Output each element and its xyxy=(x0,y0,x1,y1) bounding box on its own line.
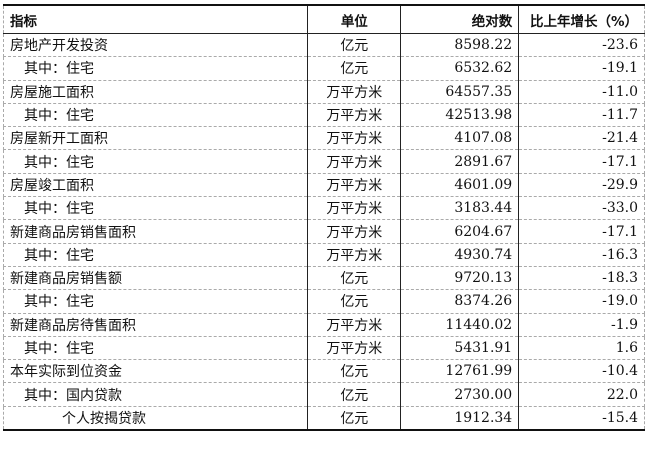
indicator-cell: 其中：住宅 xyxy=(2,336,309,361)
growth-cell: -16.3 xyxy=(518,243,645,267)
value-cell: 5431.91 xyxy=(400,336,520,361)
table-row: 房地产开发投资 亿元 8598.22 -23.6 xyxy=(2,33,645,58)
value-cell: 8374.26 xyxy=(400,289,520,314)
header-unit: 单位 xyxy=(307,4,402,34)
table-row: 其中：国内贷款 亿元 2730.00 22.0 xyxy=(2,382,645,407)
table-row: 其中：住宅 万平方米 3183.44 -33.0 xyxy=(2,196,645,221)
indicator-cell: 房地产开发投资 xyxy=(2,33,309,58)
unit-cell: 亿元 xyxy=(307,33,402,58)
table-row: 新建商品房销售面积 万平方米 6204.67 -17.1 xyxy=(2,219,645,244)
table-row: 房屋新开工面积 万平方米 4107.08 -21.4 xyxy=(2,126,645,151)
unit-cell: 亿元 xyxy=(307,56,402,81)
table-row: 新建商品房待售面积 万平方米 11440.02 -1.9 xyxy=(2,313,645,337)
growth-cell: -19.0 xyxy=(518,289,645,314)
table-row: 房屋竣工面积 万平方米 4601.09 -29.9 xyxy=(2,173,645,198)
unit-cell: 万平方米 xyxy=(307,126,402,151)
growth-cell: -33.0 xyxy=(518,196,645,221)
table-row: 其中：住宅 万平方米 5431.91 1.6 xyxy=(2,336,645,361)
indicator-cell: 房屋竣工面积 xyxy=(2,173,309,198)
unit-cell: 亿元 xyxy=(307,382,402,407)
unit-cell: 万平方米 xyxy=(307,243,402,267)
growth-cell: -1.9 xyxy=(518,313,645,337)
unit-cell: 亿元 xyxy=(307,289,402,314)
growth-cell: -17.1 xyxy=(518,149,645,174)
growth-cell: -10.4 xyxy=(518,359,645,384)
value-cell: 1912.34 xyxy=(400,406,520,432)
growth-cell: -11.7 xyxy=(518,103,645,128)
value-cell: 11440.02 xyxy=(400,313,520,337)
growth-cell: 22.0 xyxy=(518,382,645,407)
value-cell: 4930.74 xyxy=(400,243,520,267)
unit-cell: 万平方米 xyxy=(307,196,402,221)
indicator-cell: 个人按揭贷款 xyxy=(2,406,309,432)
indicator-cell: 本年实际到位资金 xyxy=(2,359,309,384)
growth-cell: -11.0 xyxy=(518,80,645,104)
value-cell: 2730.00 xyxy=(400,382,520,407)
header-growth: 比上年增长（%） xyxy=(518,4,645,34)
value-cell: 8598.22 xyxy=(400,33,520,58)
growth-cell: -23.6 xyxy=(518,33,645,58)
table-row: 其中：住宅 万平方米 4930.74 -16.3 xyxy=(2,243,645,267)
unit-cell: 万平方米 xyxy=(307,173,402,198)
unit-cell: 亿元 xyxy=(307,266,402,291)
statistics-table: 指标 单位 绝对数 比上年增长（%） 房地产开发投资 亿元 8598.22 -23.6… xyxy=(2,4,645,432)
growth-cell: -17.1 xyxy=(518,219,645,244)
indicator-cell: 其中：住宅 xyxy=(2,56,309,81)
unit-cell: 万平方米 xyxy=(307,149,402,174)
growth-cell: -19.1 xyxy=(518,56,645,81)
indicator-cell: 其中：住宅 xyxy=(2,149,309,174)
value-cell: 3183.44 xyxy=(400,196,520,221)
table-row: 房屋施工面积 万平方米 64557.35 -11.0 xyxy=(2,80,645,104)
table-row: 其中：住宅 万平方米 42513.98 -11.7 xyxy=(2,103,645,128)
indicator-cell: 新建商品房待售面积 xyxy=(2,313,309,337)
table-row: 其中：住宅 亿元 6532.62 -19.1 xyxy=(2,56,645,81)
value-cell: 6532.62 xyxy=(400,56,520,81)
indicator-cell: 其中：住宅 xyxy=(2,196,309,221)
growth-cell: -21.4 xyxy=(518,126,645,151)
growth-cell: 1.6 xyxy=(518,336,645,361)
indicator-cell: 其中：国内贷款 xyxy=(2,382,309,407)
indicator-cell: 房屋施工面积 xyxy=(2,80,309,104)
unit-cell: 万平方米 xyxy=(307,336,402,361)
value-cell: 4107.08 xyxy=(400,126,520,151)
value-cell: 6204.67 xyxy=(400,219,520,244)
value-cell: 42513.98 xyxy=(400,103,520,128)
table-row: 其中：住宅 亿元 8374.26 -19.0 xyxy=(2,289,645,314)
unit-cell: 万平方米 xyxy=(307,219,402,244)
indicator-cell: 其中：住宅 xyxy=(2,243,309,267)
indicator-cell: 其中：住宅 xyxy=(2,289,309,314)
indicator-cell: 其中：住宅 xyxy=(2,103,309,128)
unit-cell: 万平方米 xyxy=(307,103,402,128)
unit-cell: 万平方米 xyxy=(307,80,402,104)
indicator-cell: 新建商品房销售面积 xyxy=(2,219,309,244)
header-value: 绝对数 xyxy=(400,4,520,34)
value-cell: 4601.09 xyxy=(400,173,520,198)
value-cell: 2891.67 xyxy=(400,149,520,174)
value-cell: 12761.99 xyxy=(400,359,520,384)
growth-cell: -18.3 xyxy=(518,266,645,291)
header-indicator: 指标 xyxy=(2,4,309,34)
table-row: 本年实际到位资金 亿元 12761.99 -10.4 xyxy=(2,359,645,384)
table-row: 新建商品房销售额 亿元 9720.13 -18.3 xyxy=(2,266,645,291)
indicator-cell: 新建商品房销售额 xyxy=(2,266,309,291)
value-cell: 9720.13 xyxy=(400,266,520,291)
growth-cell: -29.9 xyxy=(518,173,645,198)
unit-cell: 万平方米 xyxy=(307,313,402,337)
table-row: 其中：住宅 万平方米 2891.67 -17.1 xyxy=(2,149,645,174)
growth-cell: -15.4 xyxy=(518,406,645,432)
indicator-cell: 房屋新开工面积 xyxy=(2,126,309,151)
table-header-row: 指标 单位 绝对数 比上年增长（%） xyxy=(2,4,645,34)
table-row: 个人按揭贷款 亿元 1912.34 -15.4 xyxy=(2,406,645,432)
value-cell: 64557.35 xyxy=(400,80,520,104)
unit-cell: 亿元 xyxy=(307,406,402,432)
unit-cell: 亿元 xyxy=(307,359,402,384)
